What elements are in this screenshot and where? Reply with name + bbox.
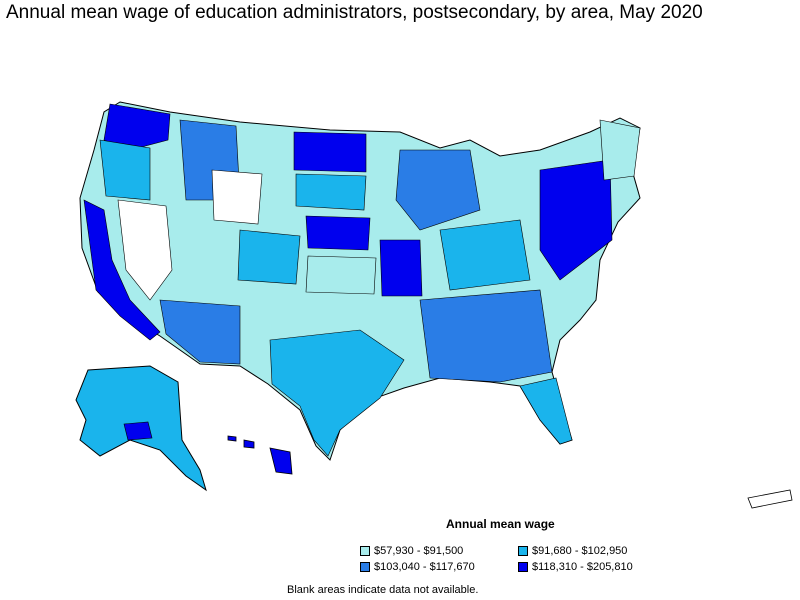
legend-swatch-4 <box>518 562 528 572</box>
region-south-dakota <box>295 173 367 211</box>
legend-title: Annual mean wage <box>446 517 555 531</box>
alaska-high-wage-area <box>123 421 153 441</box>
legend-swatch-2 <box>518 546 528 556</box>
region-colorado <box>237 229 301 285</box>
legend-swatch-1 <box>360 546 370 556</box>
region-pacific-northwest <box>103 103 171 151</box>
region-kansas <box>305 255 377 295</box>
legend-label-4: $118,310 - $205,810 <box>532 561 633 573</box>
region-southeast <box>419 289 553 383</box>
region-idaho-washington <box>99 139 151 201</box>
region-new-england <box>599 119 641 181</box>
region-florida <box>519 377 573 445</box>
region-north-dakota <box>293 131 367 173</box>
legend-item-2: $91,680 - $102,950 <box>518 545 627 557</box>
region-pacific-coast <box>83 199 161 341</box>
hawaii <box>227 435 293 475</box>
blank-areas-note: Blank areas indicate data not available. <box>287 584 479 596</box>
region-wyoming-blank <box>211 169 263 225</box>
legend-label-1: $57,930 - $91,500 <box>374 545 464 557</box>
region-southwest <box>159 299 241 365</box>
legend-swatch-3 <box>360 562 370 572</box>
legend-label-3: $103,040 - $117,670 <box>374 561 475 573</box>
legend-item-3: $103,040 - $117,670 <box>360 561 475 573</box>
region-mid-atlantic <box>539 159 613 281</box>
legend-item-1: $57,930 - $91,500 <box>360 545 463 557</box>
legend-item-4: $118,310 - $205,810 <box>518 561 633 573</box>
map-title: Annual mean wage of education administra… <box>6 2 703 23</box>
legend-label-2: $91,680 - $102,950 <box>532 545 628 557</box>
region-ohio-valley <box>439 219 531 291</box>
region-missouri <box>379 239 423 297</box>
region-nevada-blank <box>117 199 173 301</box>
puerto-rico <box>747 489 793 509</box>
region-nebraska <box>305 215 371 251</box>
region-great-lakes <box>395 149 481 231</box>
region-texas <box>269 329 405 457</box>
